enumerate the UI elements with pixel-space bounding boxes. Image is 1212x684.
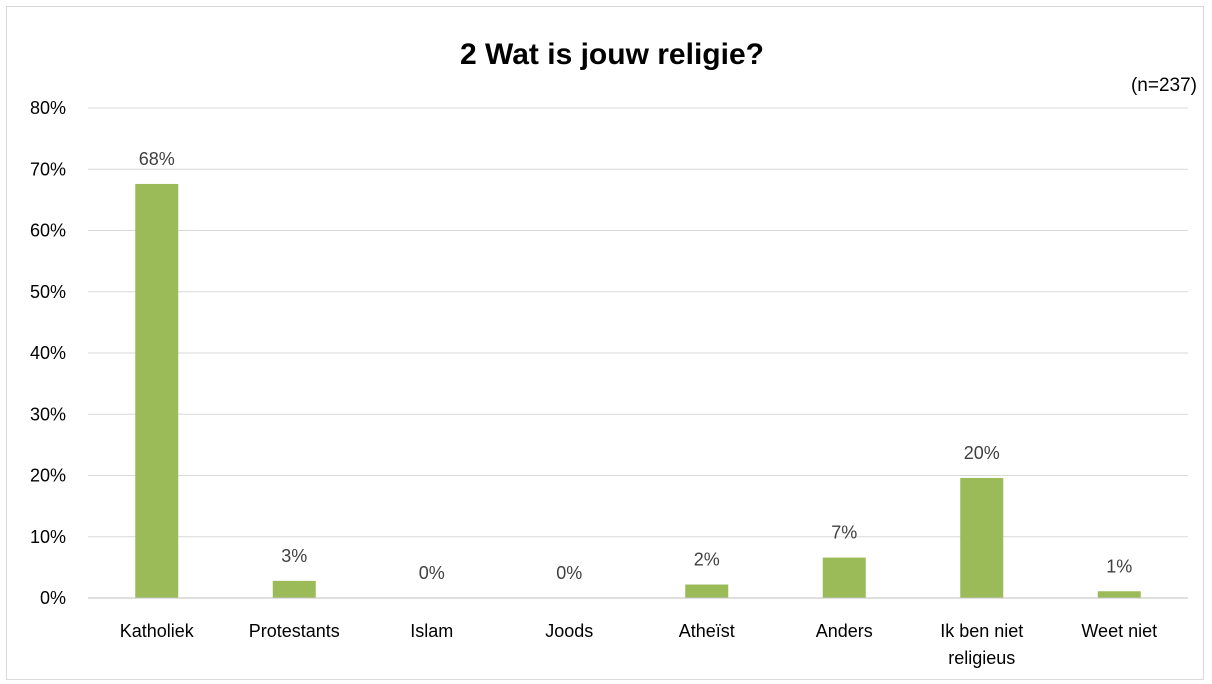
data-label: 2% xyxy=(694,550,720,570)
bars xyxy=(135,183,1141,598)
y-tick-label: 40% xyxy=(30,343,66,363)
data-label: 3% xyxy=(281,546,307,566)
y-tick-label: 10% xyxy=(30,527,66,547)
bar xyxy=(1097,591,1141,598)
data-label: 0% xyxy=(419,563,445,583)
data-label: 20% xyxy=(964,443,1000,463)
data-labels: 68% 3% 0% 0% 2% 7% 20% 1% xyxy=(139,149,1133,583)
sample-size-note: (n=237) xyxy=(1131,75,1197,96)
y-tick-label: 80% xyxy=(30,98,66,118)
y-tick-label: 30% xyxy=(30,404,66,424)
data-label: 7% xyxy=(831,523,857,543)
y-tick-label: 50% xyxy=(30,282,66,302)
bar xyxy=(960,477,1004,598)
y-axis-ticks: 0% 10% 20% 30% 40% 50% 60% 70% 80% xyxy=(30,98,66,608)
x-axis-categories: Katholiek Protestants Islam Joods Atheïst And… xyxy=(120,621,1157,668)
bar xyxy=(685,584,729,598)
bar xyxy=(822,557,866,598)
x-category-label: Weet niet xyxy=(1081,621,1157,641)
y-tick-label: 20% xyxy=(30,466,66,486)
chart-frame xyxy=(6,6,1204,680)
x-category-label: Joods xyxy=(545,621,593,641)
x-category-label: Islam xyxy=(410,621,453,641)
x-category-label: Protestants xyxy=(249,621,340,641)
y-tick-label: 70% xyxy=(30,159,66,179)
y-tick-label: 60% xyxy=(30,221,66,241)
x-category-label: Anders xyxy=(816,621,873,641)
data-label: 68% xyxy=(139,149,175,169)
y-tick-label: 0% xyxy=(40,588,66,608)
data-label: 1% xyxy=(1106,556,1132,576)
bar xyxy=(135,183,179,598)
x-category-label: Katholiek xyxy=(120,621,195,641)
gridlines xyxy=(88,107,1188,538)
data-label: 0% xyxy=(556,563,582,583)
x-category-label: Ik ben niet religieus xyxy=(940,621,1023,668)
bar xyxy=(272,580,316,598)
x-category-label: Atheïst xyxy=(679,621,735,641)
chart-title: 2 Wat is jouw religie? xyxy=(460,38,764,71)
